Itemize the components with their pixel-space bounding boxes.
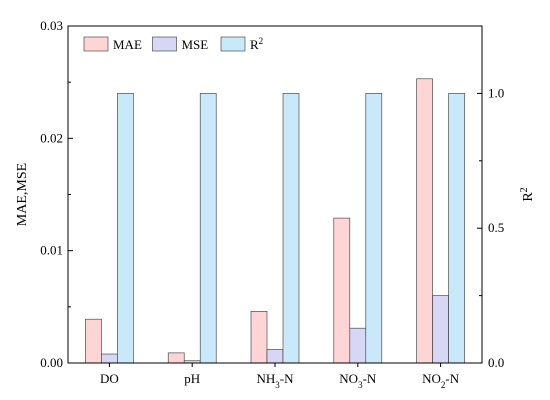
y-left-tick-label-0: 0.00 — [40, 355, 63, 370]
y-right-tick-label-0: 0.0 — [488, 355, 504, 370]
y-left-tick-label-1: 0.01 — [40, 243, 63, 258]
bar-mse-2 — [266, 349, 284, 364]
bar-mse-4 — [432, 295, 449, 364]
bar-mse-0 — [101, 353, 118, 364]
legend-swatch-r2 — [220, 36, 246, 52]
y-right-axis-title: R2 — [519, 187, 537, 201]
bars-layer — [85, 78, 465, 364]
bar-r2-3 — [365, 93, 383, 364]
y-left-tick-label-2: 0.02 — [40, 130, 63, 145]
ticks-layer — [68, 25, 482, 367]
bar-r2-4 — [448, 93, 465, 364]
bar-mae-2 — [250, 311, 268, 364]
x-tick-label-2: NH3-N — [257, 371, 295, 390]
bar-mae-3 — [333, 217, 351, 364]
bar-r2-1 — [199, 93, 217, 364]
legend-label-mae: MAE — [113, 37, 142, 52]
y-right-tick-label-2: 1.0 — [488, 85, 504, 100]
bar-mae-0 — [85, 318, 102, 364]
legend-label-r2: R2 — [250, 36, 263, 52]
legend-label-mse: MSE — [182, 37, 209, 52]
labels-layer: DO pH NH3-N NO3-N NO2-N 0.00 0.01 0.02 0.03 0.0 0.… — [15, 18, 536, 390]
x-tick-label-3: NO3-N — [339, 371, 377, 390]
bar-r2-2 — [282, 93, 300, 364]
bar-mae-1 — [167, 352, 185, 364]
x-tick-label-0: DO — [100, 371, 119, 386]
legend-swatch-mse — [152, 36, 177, 52]
y-right-tick-label-1: 0.5 — [488, 220, 504, 235]
y-left-tick-label-3: 0.03 — [40, 18, 63, 33]
x-tick-label-4: NO2-N — [422, 371, 460, 390]
bar-r2-0 — [117, 93, 134, 364]
legend: MAE MSE R2 — [83, 36, 263, 52]
bar-mse-3 — [349, 327, 367, 364]
y-left-axis-title: MAE,MSE — [15, 163, 30, 226]
x-tick-label-1: pH — [184, 371, 200, 386]
legend-swatch-mae — [83, 36, 109, 52]
bar-mae-4 — [416, 78, 433, 364]
